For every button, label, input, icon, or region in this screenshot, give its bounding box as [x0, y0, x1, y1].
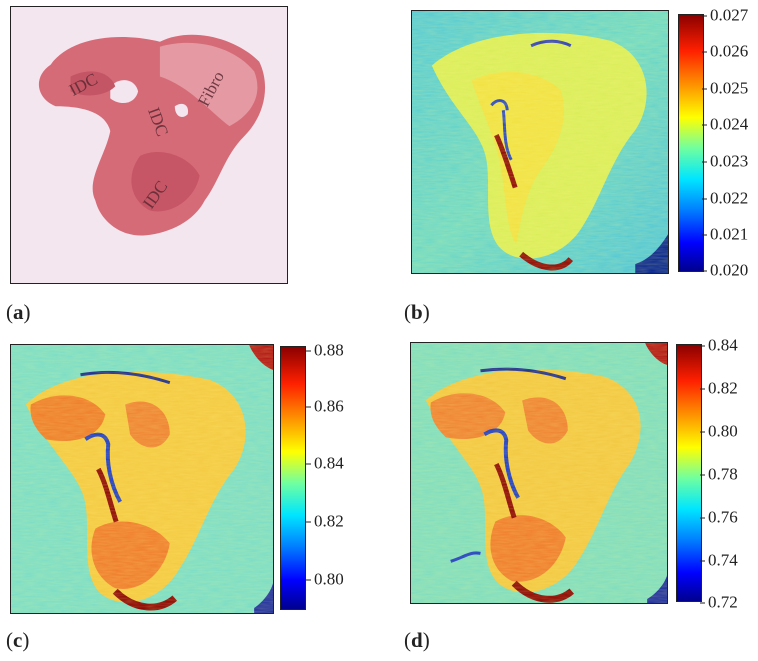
tick-c-3: 0.82 [306, 511, 344, 531]
tick-b-3: 0.024 [701, 114, 749, 134]
tick-c-4: 0.80 [306, 569, 344, 589]
tick-d-4: 0.76 [700, 507, 738, 527]
panel-label-d: (d) [404, 628, 430, 652]
tick-d-2: 0.80 [700, 421, 738, 441]
colorbar-d [676, 344, 702, 602]
tick-d-3: 0.78 [700, 464, 738, 484]
tick-c-0: 0.88 [306, 340, 344, 360]
panel-label-b: (b) [404, 300, 430, 324]
colorbar-c [280, 346, 306, 610]
tick-d-6: 0.72 [700, 592, 738, 612]
tick-b-1: 0.026 [701, 41, 749, 61]
panel-label-c: (c) [6, 628, 30, 652]
tick-c-2: 0.84 [306, 453, 344, 473]
tick-b-0: 0.027 [701, 5, 749, 25]
tick-b-7: 0.020 [701, 260, 749, 280]
heatmap-b [411, 10, 669, 274]
tick-c-1: 0.86 [306, 396, 344, 416]
panel-label-a: (a) [6, 300, 31, 324]
tick-d-0: 0.84 [700, 335, 738, 355]
tissue-stain-svg [38, 34, 266, 236]
tick-d-1: 0.82 [700, 378, 738, 398]
tick-d-5: 0.74 [700, 550, 738, 570]
tick-b-5: 0.022 [701, 188, 749, 208]
tick-b-4: 0.023 [701, 151, 749, 171]
colorbar-b [678, 14, 704, 272]
tick-b-2: 0.025 [701, 78, 749, 98]
histology-image: IDC IDC IDC Fibro [10, 6, 288, 284]
heatmap-c [10, 344, 274, 614]
tick-b-6: 0.021 [701, 224, 749, 244]
heatmap-d [410, 342, 668, 604]
